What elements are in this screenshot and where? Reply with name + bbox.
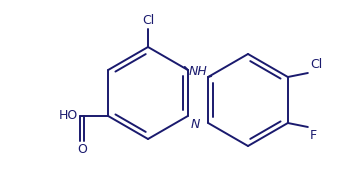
Text: Cl: Cl — [142, 14, 154, 27]
Text: O: O — [77, 143, 87, 156]
Text: NH: NH — [189, 65, 207, 78]
Text: HO: HO — [59, 110, 78, 122]
Text: Cl: Cl — [310, 58, 322, 71]
Text: F: F — [310, 129, 317, 142]
Text: N: N — [191, 118, 200, 131]
